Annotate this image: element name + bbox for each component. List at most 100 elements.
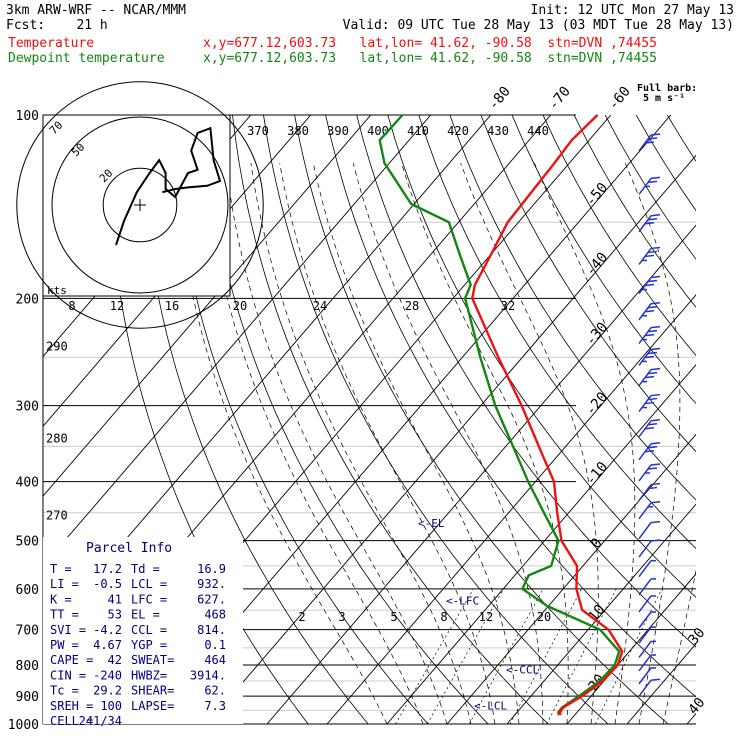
dry-adiabat xyxy=(604,115,696,260)
wind-barb-flag xyxy=(644,221,655,225)
wind-barb-staff xyxy=(638,540,652,558)
moist-adiabat xyxy=(312,163,520,724)
dry-adiabat xyxy=(325,115,696,698)
wind-barb xyxy=(638,578,656,596)
dewpoint-location: x,y=677.12,603.73 lat,lon= 41.62, -90.58… xyxy=(203,51,657,66)
parcel-key: CAPE = xyxy=(50,653,93,667)
wind-barb-flag xyxy=(650,463,661,466)
isotherm xyxy=(386,364,696,724)
parcel-value: 241/34 xyxy=(79,714,122,728)
wind-barb-staff xyxy=(638,560,652,578)
wind-barb-staff xyxy=(638,522,652,540)
wind-barb-staff xyxy=(638,667,652,685)
parcel-box xyxy=(43,537,243,724)
pressure-tick-label: 900 xyxy=(16,690,39,705)
wind-barb-flag xyxy=(650,347,661,351)
wind-barb-flag xyxy=(647,486,658,490)
wind-barb xyxy=(638,347,661,366)
wind-barb-flag xyxy=(647,180,658,184)
left-theta-label: 270 xyxy=(46,509,68,523)
wind-barb xyxy=(638,367,661,387)
parcel-key: LCL = xyxy=(131,577,167,591)
dry-adiabat xyxy=(232,115,549,724)
wind-barb xyxy=(638,667,656,685)
mixing-ratio-label-lower: 3 xyxy=(338,610,345,624)
level-marker: <-LFC xyxy=(446,595,479,608)
isotherm-label: -50 xyxy=(583,180,612,210)
parcel-key: SREH = xyxy=(50,699,93,713)
theta-label: 380 xyxy=(287,124,309,138)
mixing-ratio-label: 24 xyxy=(313,299,327,313)
parcel-value: 468 xyxy=(204,608,226,622)
wind-barb xyxy=(638,501,661,520)
parcel-key: CCL = xyxy=(131,623,167,637)
wind-barb-flag xyxy=(644,375,655,379)
hodograph-ring xyxy=(16,81,264,329)
dry-adiabat xyxy=(511,115,696,405)
left-theta-label: 280 xyxy=(46,432,68,446)
isotherm xyxy=(506,503,696,724)
wind-barb-flag xyxy=(647,279,658,283)
wind-barb xyxy=(638,419,661,438)
parcel-value: 17.2 xyxy=(93,562,122,576)
parcel-value: -240 xyxy=(93,668,122,682)
wind-barb-flag xyxy=(647,351,658,355)
moist-adiabat xyxy=(225,163,448,724)
dry-adiabat xyxy=(263,115,609,724)
wind-barb xyxy=(638,482,661,502)
wind-barb xyxy=(638,393,661,413)
dry-adiabat xyxy=(449,115,696,501)
wind-barb xyxy=(638,213,661,233)
moist-adiabat xyxy=(401,163,569,724)
moist-adiabat xyxy=(173,163,388,724)
left-theta-label: 290 xyxy=(46,340,68,354)
wind-barb xyxy=(638,626,656,644)
hodograph-ring xyxy=(102,167,178,243)
wind-barb-flag xyxy=(644,355,655,359)
pressure-tick-label: 600 xyxy=(16,583,39,598)
mixing-ratio-label: 8 xyxy=(68,299,75,313)
mixing-ratio-line xyxy=(395,588,474,724)
parcel-value: 464 xyxy=(204,653,226,667)
wind-barb xyxy=(638,442,661,461)
wind-barb xyxy=(638,275,661,294)
parcel-key: LFC = xyxy=(131,592,167,606)
wind-barb-flag xyxy=(650,367,661,371)
parcel-key: T = xyxy=(50,562,72,576)
moist-adiabat xyxy=(352,163,544,724)
dewpoint-profile xyxy=(378,114,621,714)
isotherm-label: 40 xyxy=(685,695,708,718)
mixing-ratio-line xyxy=(426,588,504,724)
parcel-value: 100 xyxy=(100,699,122,713)
parcel-value: 42 xyxy=(108,653,122,667)
isotherm-label: -60 xyxy=(605,84,634,114)
isotherm xyxy=(326,294,696,724)
parcel-value: 627. xyxy=(197,592,226,606)
parcel-value: 62. xyxy=(204,684,226,698)
pressure-tick-label: 400 xyxy=(16,476,39,491)
wind-barb-flag xyxy=(644,427,655,430)
full-barb-unit: 5 m s⁻¹ xyxy=(643,93,686,104)
pressure-tick-label: 1000 xyxy=(8,718,39,733)
dry-adiabat xyxy=(170,115,429,724)
wind-barb-flag xyxy=(650,325,661,329)
parcel-value: 814. xyxy=(197,623,226,637)
wind-barb-flag xyxy=(650,501,661,504)
wind-barb-flag xyxy=(644,141,655,144)
mixing-ratio-line xyxy=(468,588,544,724)
moist-adiabat xyxy=(460,163,599,724)
isotherm-label: 0 xyxy=(588,535,606,552)
isotherm-label: -10 xyxy=(583,459,612,489)
isotherm xyxy=(266,224,696,724)
wind-barb-flag xyxy=(650,678,661,681)
theta-label: 430 xyxy=(487,124,509,138)
mixing-ratio-label: 28 xyxy=(405,299,419,313)
theta-label: 370 xyxy=(247,124,269,138)
wind-barb-staff xyxy=(638,679,652,697)
theta-label: 410 xyxy=(407,124,429,138)
parcel-key: Td = xyxy=(131,562,160,576)
parcel-value: 41 xyxy=(108,592,122,606)
wind-barb xyxy=(638,325,661,345)
